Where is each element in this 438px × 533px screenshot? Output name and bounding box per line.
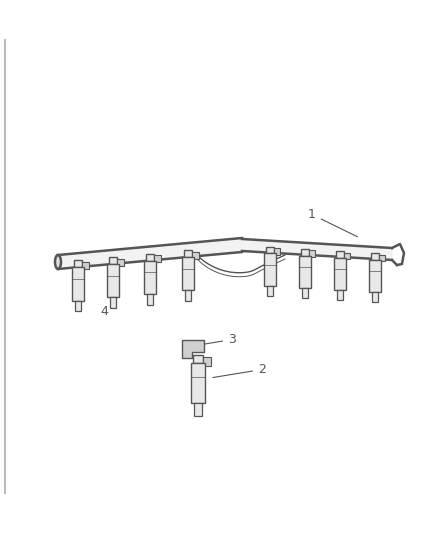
Polygon shape (82, 262, 89, 269)
Polygon shape (192, 252, 199, 259)
Polygon shape (274, 248, 280, 255)
Polygon shape (299, 256, 311, 288)
Polygon shape (147, 294, 153, 304)
Polygon shape (191, 364, 205, 403)
Polygon shape (145, 254, 155, 261)
Polygon shape (182, 340, 204, 358)
Polygon shape (301, 249, 309, 256)
Polygon shape (337, 290, 343, 300)
Polygon shape (110, 297, 117, 308)
Polygon shape (344, 253, 350, 260)
Polygon shape (203, 357, 211, 366)
Polygon shape (72, 267, 84, 301)
Polygon shape (74, 260, 82, 267)
Polygon shape (334, 257, 346, 290)
Text: 1: 1 (308, 208, 357, 237)
Polygon shape (267, 286, 273, 296)
Polygon shape (266, 247, 274, 254)
Polygon shape (242, 239, 392, 260)
Ellipse shape (55, 255, 61, 269)
Polygon shape (194, 403, 202, 416)
Polygon shape (309, 251, 315, 257)
Polygon shape (372, 292, 378, 302)
Polygon shape (109, 257, 117, 264)
Polygon shape (58, 238, 242, 269)
Polygon shape (336, 251, 344, 257)
Text: 3: 3 (196, 333, 236, 346)
Polygon shape (184, 250, 192, 257)
Text: 2: 2 (213, 363, 266, 377)
Polygon shape (117, 259, 124, 266)
Polygon shape (264, 254, 276, 286)
Polygon shape (182, 257, 194, 290)
Polygon shape (155, 255, 161, 262)
Polygon shape (371, 253, 379, 260)
Polygon shape (193, 355, 203, 364)
Text: 4: 4 (100, 297, 112, 318)
Polygon shape (107, 264, 119, 297)
Polygon shape (144, 261, 156, 294)
Polygon shape (369, 260, 381, 292)
Polygon shape (302, 288, 308, 298)
Polygon shape (184, 290, 191, 301)
Polygon shape (74, 301, 81, 311)
Polygon shape (379, 255, 385, 262)
